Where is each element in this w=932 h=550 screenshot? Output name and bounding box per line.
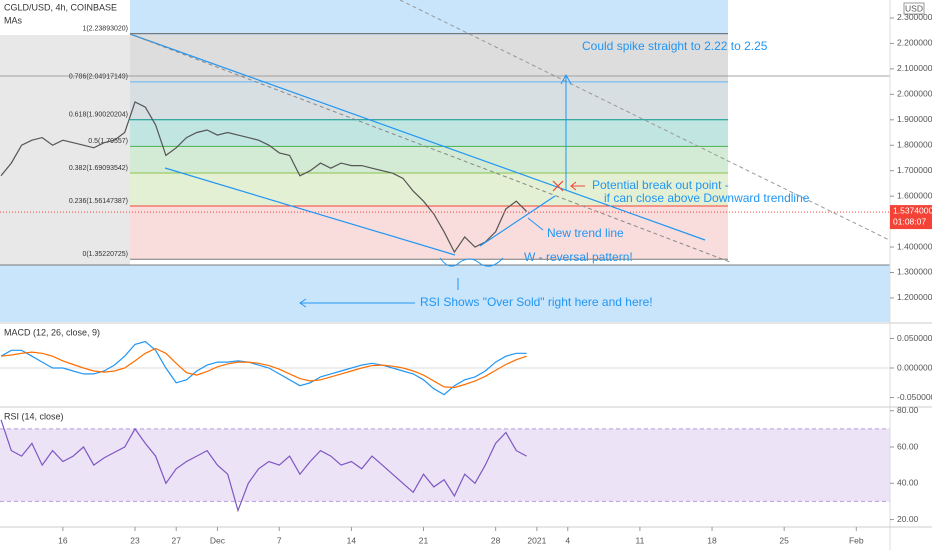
macd-title: MACD (12, 26, close, 9) <box>4 327 100 337</box>
y-tick-label: 1.70000000 <box>897 165 932 175</box>
currency: USD <box>905 3 923 13</box>
arrow <box>299 298 415 308</box>
x-tick-label: 4 <box>565 535 570 545</box>
fib-label: 0.236(1.56147387) <box>69 198 128 205</box>
series-line <box>0 419 527 513</box>
y-tick-label: -0.05000000 <box>897 392 932 402</box>
y-tick-label: 1.60000000 <box>897 190 932 200</box>
annotation: RSI Shows "Over Sold" right here and her… <box>420 295 653 309</box>
fib-zone <box>130 33 728 82</box>
chart-title: CGLD/USD, 4h, COINBASE <box>4 2 117 12</box>
price-axis-bg <box>890 0 932 550</box>
fib-label: 0.618(1.90020204) <box>69 112 128 119</box>
x-tick-label: 18 <box>707 535 717 545</box>
annotation: Potential break out point - <box>592 178 729 192</box>
currency-box <box>903 2 925 15</box>
cross-mark <box>552 180 564 192</box>
x-tick-label: 28 <box>491 535 501 545</box>
y-tick-label: 2.30000000 <box>897 12 932 22</box>
x-tick-label: 25 <box>779 535 789 545</box>
annotation: W - reversal pattern! <box>524 250 633 264</box>
fib-label: 0.786(2.04917149) <box>69 74 128 81</box>
arrow-head <box>560 73 572 85</box>
y-tick-label: 0.00000000 <box>897 362 932 372</box>
x-tick-label: 2021 <box>527 535 546 545</box>
annotation: New trend line <box>547 226 624 240</box>
fib-label: 1(2.23893020) <box>82 25 128 32</box>
x-tick-label: 16 <box>58 535 68 545</box>
series <box>0 101 890 513</box>
countdown: 01:08:07 <box>893 216 926 226</box>
left-zone <box>0 35 130 265</box>
series-line <box>0 101 528 254</box>
y-tick-label: 2.10000000 <box>897 63 932 73</box>
rsi-band <box>0 428 890 502</box>
lower-channel-line <box>164 167 456 256</box>
series-line <box>0 347 527 389</box>
stop-zone <box>0 265 890 322</box>
x-tick-label: Feb <box>849 535 864 545</box>
y-tick-label: 40.00 <box>897 478 919 488</box>
target-zone <box>130 0 728 35</box>
new-trend-line <box>479 195 556 247</box>
x-tick-label: 27 <box>171 535 181 545</box>
y-tick-label: 20.00 <box>897 514 919 524</box>
indicator-label: MAs <box>4 15 23 25</box>
fib-label: 0.382(1.69093542) <box>69 165 128 172</box>
fib-retracement: 1(2.23893020) 0.786(2.04917149) 0.618(1.90… <box>69 25 728 260</box>
y-tick-label: 60.00 <box>897 441 919 451</box>
downtrend-line <box>129 33 706 241</box>
x-tick-label: 23 <box>130 535 140 545</box>
x-tick-label: 14 <box>347 535 357 545</box>
fib-zone <box>130 119 728 147</box>
x-tick-label: 7 <box>277 535 282 545</box>
last-price-box <box>890 205 932 230</box>
y-tick-label: 1.40000000 <box>897 241 932 251</box>
x-tick-label: 11 <box>635 535 644 545</box>
x-tick-label: 21 <box>419 535 429 545</box>
x-tick-label: Dec <box>210 535 226 545</box>
fib-zone <box>130 146 728 174</box>
y-tick-label: 2.20000000 <box>897 38 932 48</box>
dashed-line <box>399 0 931 261</box>
y-tick-label: 1.80000000 <box>897 139 932 149</box>
rsi-title: RSI (14, close) <box>4 411 64 421</box>
arrow <box>570 181 585 191</box>
y-tick-label: 1.30000000 <box>897 267 932 277</box>
fib-zone <box>130 205 728 260</box>
y-tick-label: 1.90000000 <box>897 114 932 124</box>
y-tick-label: 0.05000000 <box>897 333 932 343</box>
y-tick-label: 80.00 <box>897 405 919 415</box>
fib-zone <box>130 173 728 206</box>
y-tick-label: 1.20000000 <box>897 292 932 302</box>
w-pattern <box>439 257 504 267</box>
fib-zone <box>130 81 728 120</box>
annotation: if can close above Downward trendline <box>604 191 810 205</box>
fib-label: 0(1.35220725) <box>82 251 128 258</box>
series-line <box>0 340 527 396</box>
annotation: Could spike straight to 2.22 to 2.25 <box>582 39 768 53</box>
drawings-back <box>0 0 890 502</box>
dashed-line <box>129 33 731 263</box>
arrow <box>527 217 544 231</box>
y-tick-label: 2.00000000 <box>897 89 932 99</box>
